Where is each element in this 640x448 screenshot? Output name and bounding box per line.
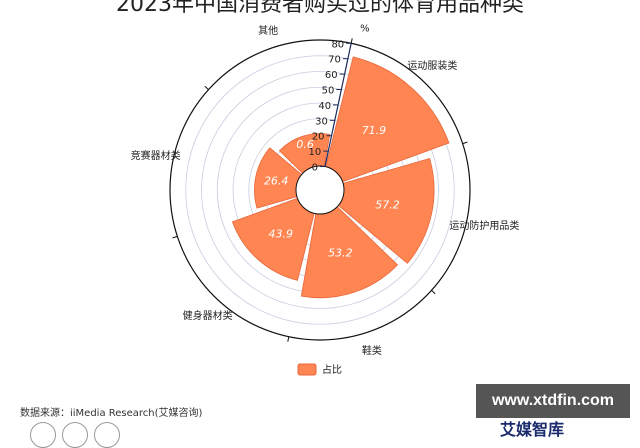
axis-tick [172, 235, 178, 239]
polar-bar-chart: 71.9 运动服装类 57.2 运动防护用品类 53.2 鞋类 43.9 健身器材类 26.4 竞… [131, 24, 520, 376]
share-icon [62, 422, 88, 448]
radial-tick-label: 20 [312, 132, 325, 143]
logo: 艾媒智库 [500, 420, 565, 439]
radial-tick-label: 10 [309, 147, 322, 158]
chart-title: 2023年中国消费者购买过的体育用品种类 [116, 0, 524, 17]
legend-label: 占比 [322, 363, 342, 376]
legend-swatch [297, 363, 317, 376]
inner-hole [295, 165, 345, 215]
radial-tick-label: 0 [312, 163, 318, 174]
axis-tick [287, 336, 290, 342]
radial-tick-label: 50 [322, 85, 335, 96]
outer-circle [169, 39, 471, 341]
axis-tick [462, 141, 468, 145]
radial-unit: % [360, 24, 370, 35]
data-source: 数据来源：iiMedia Research(艾媒咨询) [20, 408, 203, 419]
radial-tick-label: 30 [315, 116, 328, 127]
data-label: 71.9 [362, 124, 387, 137]
share-icon [94, 422, 120, 448]
category-label: 其他 [258, 24, 278, 37]
radial-tick-label: 80 [331, 39, 344, 50]
axis-tick [204, 85, 209, 91]
grid-circle [185, 55, 455, 325]
data-label: 53.2 [328, 247, 353, 260]
share-icon [30, 422, 56, 448]
axis-tick [350, 38, 353, 44]
radial-tick-label: 70 [328, 55, 341, 66]
watermark: www.xtdfin.com [476, 384, 630, 418]
category-label: 鞋类 [362, 344, 382, 357]
category-label: 竞赛器材类 [131, 149, 181, 162]
data-label: 26.4 [264, 175, 289, 188]
radial-tick-label: 60 [325, 70, 338, 81]
radial-tick-label: 40 [318, 101, 331, 112]
data-label: 57.2 [375, 198, 400, 211]
grid-circle [201, 71, 439, 309]
category-label: 运动防护用品类 [449, 219, 519, 232]
category-label: 运动服装类 [407, 59, 457, 72]
axis-tick [431, 289, 436, 295]
data-label: 0.6 [296, 138, 314, 151]
data-label: 43.9 [269, 228, 294, 241]
category-label: 健身器材类 [183, 309, 233, 322]
